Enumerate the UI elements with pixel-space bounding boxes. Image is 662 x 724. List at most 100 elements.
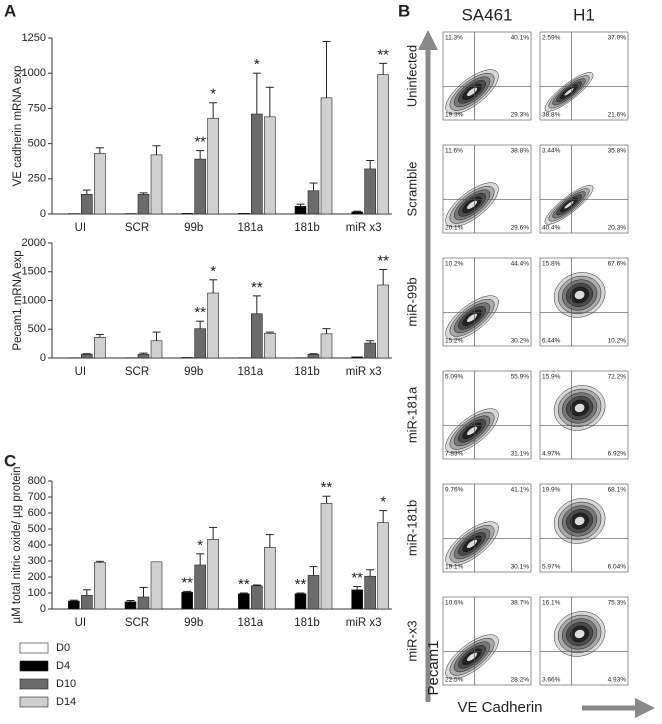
legend-label: D10 xyxy=(56,678,76,690)
flow-plot: 11.3%40.1%19.3%29.3% xyxy=(439,32,531,122)
bar xyxy=(264,547,275,609)
legend-swatch xyxy=(20,679,48,689)
x-tick-label: UI xyxy=(75,222,87,234)
bar xyxy=(251,586,262,609)
bar xyxy=(81,354,92,358)
error-bar xyxy=(366,570,374,576)
x-tick-label: 181a xyxy=(238,222,264,234)
x-tick-label: 181a xyxy=(238,617,264,629)
legend-label: D0 xyxy=(56,642,70,654)
y-tick-label: 100 xyxy=(28,587,46,599)
error-bar xyxy=(96,334,104,337)
x-tick-label: 181b xyxy=(294,366,320,378)
significance: * xyxy=(197,537,203,554)
x-tick-label: UI xyxy=(75,617,87,629)
y-tick-label: 400 xyxy=(28,539,46,551)
quadrant-percent: 6.92% xyxy=(608,451,627,458)
y-tick-label: 1000 xyxy=(22,67,46,79)
significance: ** xyxy=(295,576,307,593)
bar xyxy=(365,576,376,609)
quadrant-percent: 38.8% xyxy=(511,148,530,155)
x-tick-label: SCR xyxy=(125,222,149,234)
significance: ** xyxy=(251,279,263,296)
y-axis-label: µM total nitric oxide/ µg protein xyxy=(11,466,23,623)
error-bar xyxy=(323,329,331,334)
panel-label: A xyxy=(4,1,16,20)
bar xyxy=(151,341,162,358)
quadrant-percent: 7.83% xyxy=(445,451,464,458)
y-tick-label: 200 xyxy=(28,571,46,583)
significance: * xyxy=(210,86,216,103)
bar xyxy=(352,357,363,358)
x-tick-label: miR x3 xyxy=(346,366,382,378)
bar xyxy=(295,206,306,214)
flow-plot: 19.9%68.1%5.97%6.04% xyxy=(540,484,628,572)
flow-plot: 15.9%72.2%4.97%6.92% xyxy=(540,371,628,459)
significance: * xyxy=(254,56,260,73)
error-bar xyxy=(310,567,318,576)
error-bar xyxy=(253,73,261,114)
bar xyxy=(321,98,332,214)
error-bar xyxy=(209,280,217,293)
quadrant-percent: 75.3% xyxy=(608,600,627,607)
significance: * xyxy=(380,494,386,511)
bar xyxy=(151,155,162,214)
bar xyxy=(321,334,332,358)
error-bar xyxy=(96,148,104,154)
row-label: miR-99b xyxy=(404,277,419,326)
quadrant-percent: 72.2% xyxy=(608,374,627,381)
legend-swatch xyxy=(20,661,48,671)
flow-plot: 15.8%67.6%6.44%10.2% xyxy=(540,258,628,346)
bar xyxy=(208,539,219,609)
flow-plot: 10.2%44.4%15.2%30.2% xyxy=(439,258,531,348)
quadrant-percent: 6.04% xyxy=(608,564,627,571)
bar xyxy=(81,194,92,214)
quadrant-percent: 9.76% xyxy=(445,487,464,494)
bar xyxy=(365,343,376,358)
quadrant-percent: 22.5% xyxy=(445,677,464,684)
error-bar xyxy=(310,183,318,191)
x-tick-label: SCR xyxy=(125,366,149,378)
flow-plot: 10.6%38.7%22.5%28.2% xyxy=(439,597,531,687)
quadrant-percent: 20.3% xyxy=(608,225,627,232)
legend-swatch xyxy=(20,697,48,707)
bar xyxy=(308,354,319,358)
error-bar xyxy=(379,269,387,285)
error-bar xyxy=(366,160,374,168)
quadrant-percent: 10.2% xyxy=(445,261,464,268)
x-tick-label: 181b xyxy=(294,617,320,629)
bar xyxy=(68,601,79,609)
significance: ** xyxy=(377,46,389,63)
error-bar xyxy=(266,87,274,117)
quadrant-percent: 40.4% xyxy=(542,225,561,232)
quadrant-percent: 30.1% xyxy=(511,564,530,571)
column-header: H1 xyxy=(573,5,595,24)
quadrant-percent: 44.4% xyxy=(511,261,530,268)
flow-plot: 16.1%75.3%3.66%4.93% xyxy=(540,597,628,685)
y-tick-label: 500 xyxy=(28,523,46,535)
flow-plot: 9.76%41.1%19.1%30.1% xyxy=(439,484,531,574)
bar xyxy=(125,602,136,609)
error-bar xyxy=(379,511,387,523)
bar xyxy=(182,213,193,214)
quadrant-percent: 15.2% xyxy=(445,338,464,345)
error-bar xyxy=(297,204,305,206)
y-tick-label: 700 xyxy=(28,491,46,503)
bar xyxy=(195,159,206,214)
quadrant-percent: 20.1% xyxy=(445,225,464,232)
quadrant-percent: 15.8% xyxy=(542,261,561,268)
bar xyxy=(208,118,219,214)
flow-plot: 2.59%37.0%38.8%21.6% xyxy=(540,32,628,120)
bar xyxy=(378,75,389,214)
bar xyxy=(308,575,319,609)
bar xyxy=(195,329,206,358)
error-bar xyxy=(323,42,331,98)
y-tick-label: 2000 xyxy=(22,237,46,249)
error-bar xyxy=(153,146,161,155)
error-bar xyxy=(140,587,148,597)
flow-plot: 3.44%35.8%40.4%20.3% xyxy=(540,145,628,233)
column-header: SA461 xyxy=(461,5,512,24)
quadrant-percent: 35.8% xyxy=(608,148,627,155)
quadrant-percent: 4.93% xyxy=(608,677,627,684)
